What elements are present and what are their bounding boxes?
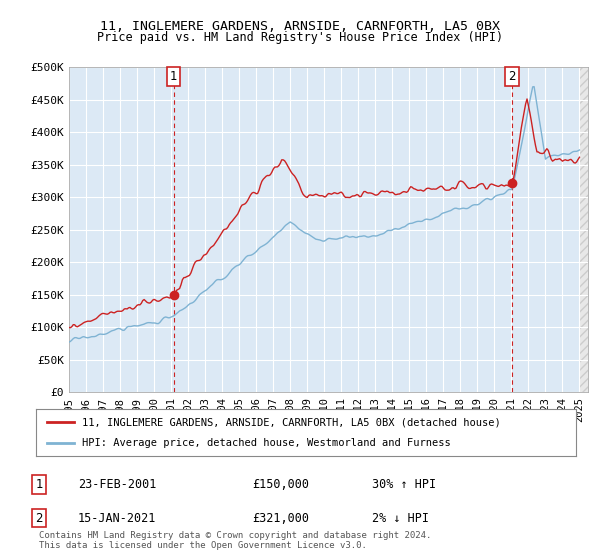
Bar <box>580 67 588 392</box>
Text: 30% ↑ HPI: 30% ↑ HPI <box>372 478 436 491</box>
Text: 2% ↓ HPI: 2% ↓ HPI <box>372 511 429 525</box>
Text: 11, INGLEMERE GARDENS, ARNSIDE, CARNFORTH, LA5 0BX (detached house): 11, INGLEMERE GARDENS, ARNSIDE, CARNFORT… <box>82 417 500 427</box>
Text: 2: 2 <box>35 511 43 525</box>
Text: Price paid vs. HM Land Registry's House Price Index (HPI): Price paid vs. HM Land Registry's House … <box>97 31 503 44</box>
Text: Contains HM Land Registry data © Crown copyright and database right 2024.
This d: Contains HM Land Registry data © Crown c… <box>39 530 431 550</box>
Text: 1: 1 <box>35 478 43 491</box>
Text: 2: 2 <box>508 71 516 83</box>
Text: 23-FEB-2001: 23-FEB-2001 <box>78 478 157 491</box>
Text: HPI: Average price, detached house, Westmorland and Furness: HPI: Average price, detached house, West… <box>82 438 451 448</box>
Text: 11, INGLEMERE GARDENS, ARNSIDE, CARNFORTH, LA5 0BX: 11, INGLEMERE GARDENS, ARNSIDE, CARNFORT… <box>100 20 500 32</box>
Text: 15-JAN-2021: 15-JAN-2021 <box>78 511 157 525</box>
Text: 1: 1 <box>170 71 178 83</box>
Text: £321,000: £321,000 <box>252 511 309 525</box>
Text: £150,000: £150,000 <box>252 478 309 491</box>
